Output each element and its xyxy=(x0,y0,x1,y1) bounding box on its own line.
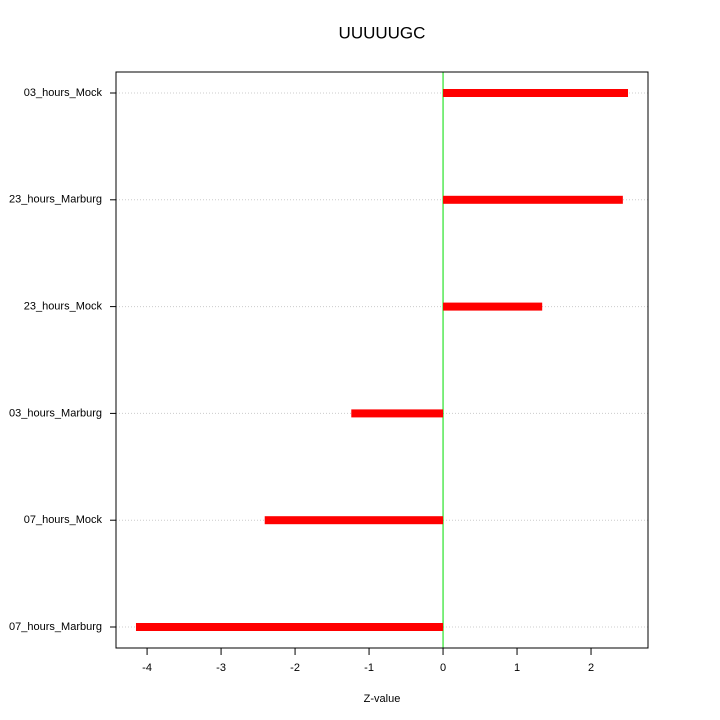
bar xyxy=(351,409,444,418)
y-tick-label: 03_hours_Marburg xyxy=(9,407,102,419)
y-tick-label: 23_hours_Mock xyxy=(24,301,103,313)
chart-title: UUUUUGC xyxy=(339,23,426,42)
bar xyxy=(443,302,543,311)
plot-frame xyxy=(115,71,649,649)
bar xyxy=(264,516,444,525)
bar xyxy=(135,623,444,631)
x-tick-label: -3 xyxy=(216,662,226,674)
x-tick-label: -4 xyxy=(142,662,152,674)
y-tick-label: 07_hours_Marburg xyxy=(9,621,102,633)
x-tick-label: 2 xyxy=(588,662,594,674)
y-tick-label: 07_hours_Mock xyxy=(24,514,103,526)
x-tick-label: -2 xyxy=(290,662,300,674)
bar xyxy=(443,195,623,204)
x-tick-label: 0 xyxy=(440,662,446,674)
x-tick-label: -1 xyxy=(364,662,374,674)
x-tick-label: 1 xyxy=(514,662,520,674)
x-axis-label: Z-value xyxy=(364,693,401,705)
bar xyxy=(443,89,629,97)
y-tick-label: 23_hours_Marburg xyxy=(9,194,102,206)
y-tick-label: 03_hours_Mock xyxy=(24,87,103,99)
